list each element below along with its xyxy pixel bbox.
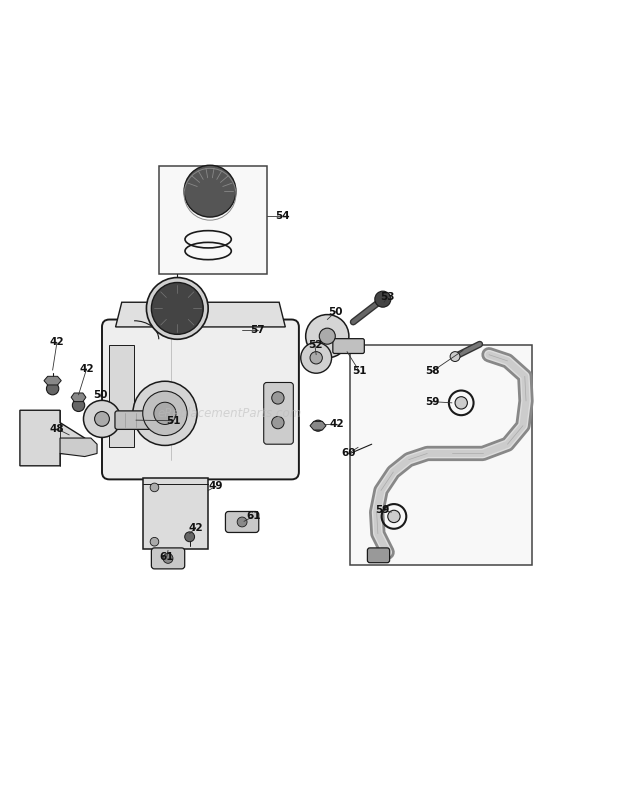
Circle shape bbox=[154, 403, 176, 424]
Text: 58: 58 bbox=[425, 367, 440, 376]
Polygon shape bbox=[60, 438, 97, 456]
FancyBboxPatch shape bbox=[333, 338, 365, 354]
Text: 42: 42 bbox=[188, 523, 203, 533]
Text: eReplacementParts.com: eReplacementParts.com bbox=[157, 407, 302, 419]
FancyBboxPatch shape bbox=[115, 411, 154, 429]
Circle shape bbox=[272, 416, 284, 429]
Circle shape bbox=[237, 517, 247, 527]
FancyBboxPatch shape bbox=[264, 383, 293, 444]
Polygon shape bbox=[109, 346, 134, 448]
Circle shape bbox=[301, 342, 332, 373]
Polygon shape bbox=[115, 302, 285, 327]
Circle shape bbox=[133, 381, 197, 445]
Polygon shape bbox=[71, 393, 86, 402]
Circle shape bbox=[310, 351, 322, 364]
Circle shape bbox=[163, 553, 173, 563]
Circle shape bbox=[319, 328, 335, 344]
Bar bbox=[143, 478, 208, 549]
FancyBboxPatch shape bbox=[368, 548, 389, 563]
Text: 42: 42 bbox=[330, 419, 345, 429]
FancyBboxPatch shape bbox=[226, 512, 259, 533]
Circle shape bbox=[151, 282, 203, 334]
Text: 54: 54 bbox=[275, 211, 290, 221]
Text: 52: 52 bbox=[308, 341, 322, 350]
Circle shape bbox=[306, 314, 349, 358]
Text: 51: 51 bbox=[166, 415, 180, 426]
Text: 48: 48 bbox=[50, 423, 64, 434]
Text: 49: 49 bbox=[209, 481, 223, 491]
Text: 53: 53 bbox=[380, 292, 394, 302]
Circle shape bbox=[146, 277, 208, 339]
Circle shape bbox=[184, 165, 236, 217]
Circle shape bbox=[46, 383, 59, 395]
Polygon shape bbox=[310, 421, 326, 430]
FancyBboxPatch shape bbox=[151, 548, 185, 569]
Text: 59: 59 bbox=[425, 397, 440, 407]
Text: 61: 61 bbox=[246, 512, 260, 521]
Bar bbox=[159, 167, 267, 274]
Text: 50: 50 bbox=[329, 306, 343, 317]
Circle shape bbox=[312, 420, 324, 431]
Circle shape bbox=[150, 537, 159, 546]
Text: 61: 61 bbox=[159, 552, 174, 561]
Circle shape bbox=[84, 400, 120, 437]
Circle shape bbox=[73, 399, 85, 411]
Text: 50: 50 bbox=[93, 390, 107, 400]
Circle shape bbox=[143, 391, 187, 435]
Polygon shape bbox=[20, 411, 85, 466]
Polygon shape bbox=[44, 376, 61, 385]
Circle shape bbox=[388, 510, 400, 523]
Text: 57: 57 bbox=[250, 325, 265, 335]
Circle shape bbox=[272, 391, 284, 404]
Text: 51: 51 bbox=[352, 367, 366, 376]
Circle shape bbox=[375, 291, 391, 307]
Circle shape bbox=[95, 411, 109, 427]
Text: 42: 42 bbox=[79, 364, 94, 374]
Bar bbox=[350, 346, 532, 565]
Circle shape bbox=[455, 397, 467, 409]
FancyBboxPatch shape bbox=[102, 319, 299, 480]
Text: 42: 42 bbox=[50, 338, 64, 347]
Circle shape bbox=[450, 351, 460, 362]
Text: 59: 59 bbox=[376, 505, 390, 515]
Circle shape bbox=[150, 483, 159, 492]
Text: 60: 60 bbox=[341, 448, 355, 459]
Circle shape bbox=[185, 532, 195, 541]
